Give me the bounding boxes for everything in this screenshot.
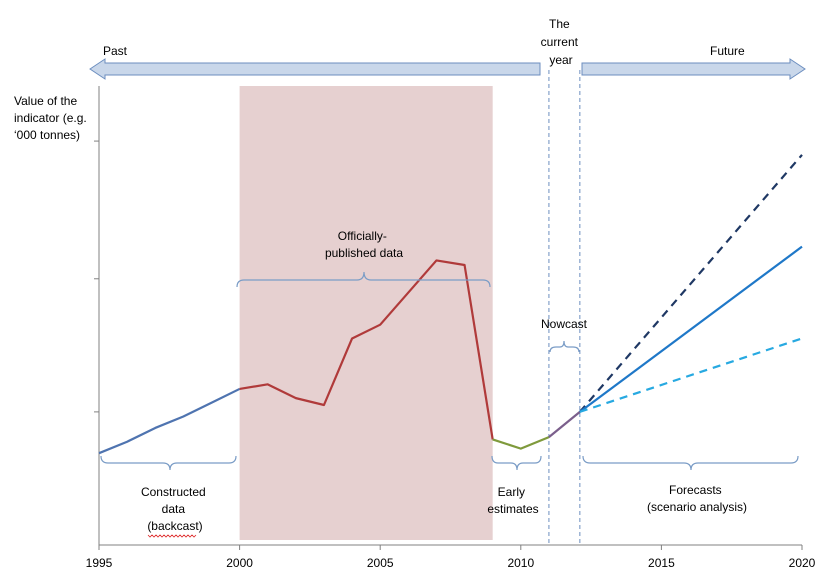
series-line-early [492, 436, 550, 450]
x-tick-label-2020: 2020 [789, 556, 816, 570]
future-arrow [581, 58, 806, 80]
past-arrow [89, 58, 541, 80]
series-line-forecast_high [579, 154, 803, 413]
indicator-series [98, 154, 803, 455]
series-line-forecast_mid [579, 245, 803, 413]
series-line-nowcast [548, 411, 581, 438]
forecasts-label: Forecasts (scenario analysis) [647, 483, 747, 514]
forecasts-brace [582, 455, 799, 471]
constructed-data-brace [100, 455, 237, 471]
x-tick-label-2000: 2000 [226, 556, 253, 570]
nowcast-brace [549, 340, 580, 353]
nowcast-label: Nowcast [541, 317, 588, 331]
series-line-forecast_low [579, 337, 803, 413]
spellcheck-underline [147, 534, 197, 538]
constructed-data-label: Constructed data (backcast) [141, 485, 209, 533]
x-tick-label-2005: 2005 [367, 556, 394, 570]
early-estimates-label: Early estimates [487, 485, 538, 516]
y-axis-label: Value of the indicator (e.g. ‘000 tonnes… [14, 94, 90, 142]
official-data-brace [236, 271, 491, 288]
x-tick-label-1995: 1995 [86, 556, 113, 570]
early-estimates-brace [491, 455, 542, 471]
future-label: Future [710, 44, 745, 58]
official-data-shaded-region [239, 86, 493, 540]
series-line-official [239, 259, 494, 440]
y-axis-ticks [94, 140, 99, 413]
x-tick-label-2010: 2010 [507, 556, 534, 570]
x-tick-label-2015: 2015 [648, 556, 675, 570]
past-label: Past [103, 44, 128, 58]
x-axis-ticks: 1995 2000 2005 2010 2015 2020 [86, 545, 816, 570]
official-data-label: Officially- published data [325, 229, 403, 260]
current-year-label: The current year [541, 17, 582, 67]
series-line-backcast [98, 387, 241, 455]
